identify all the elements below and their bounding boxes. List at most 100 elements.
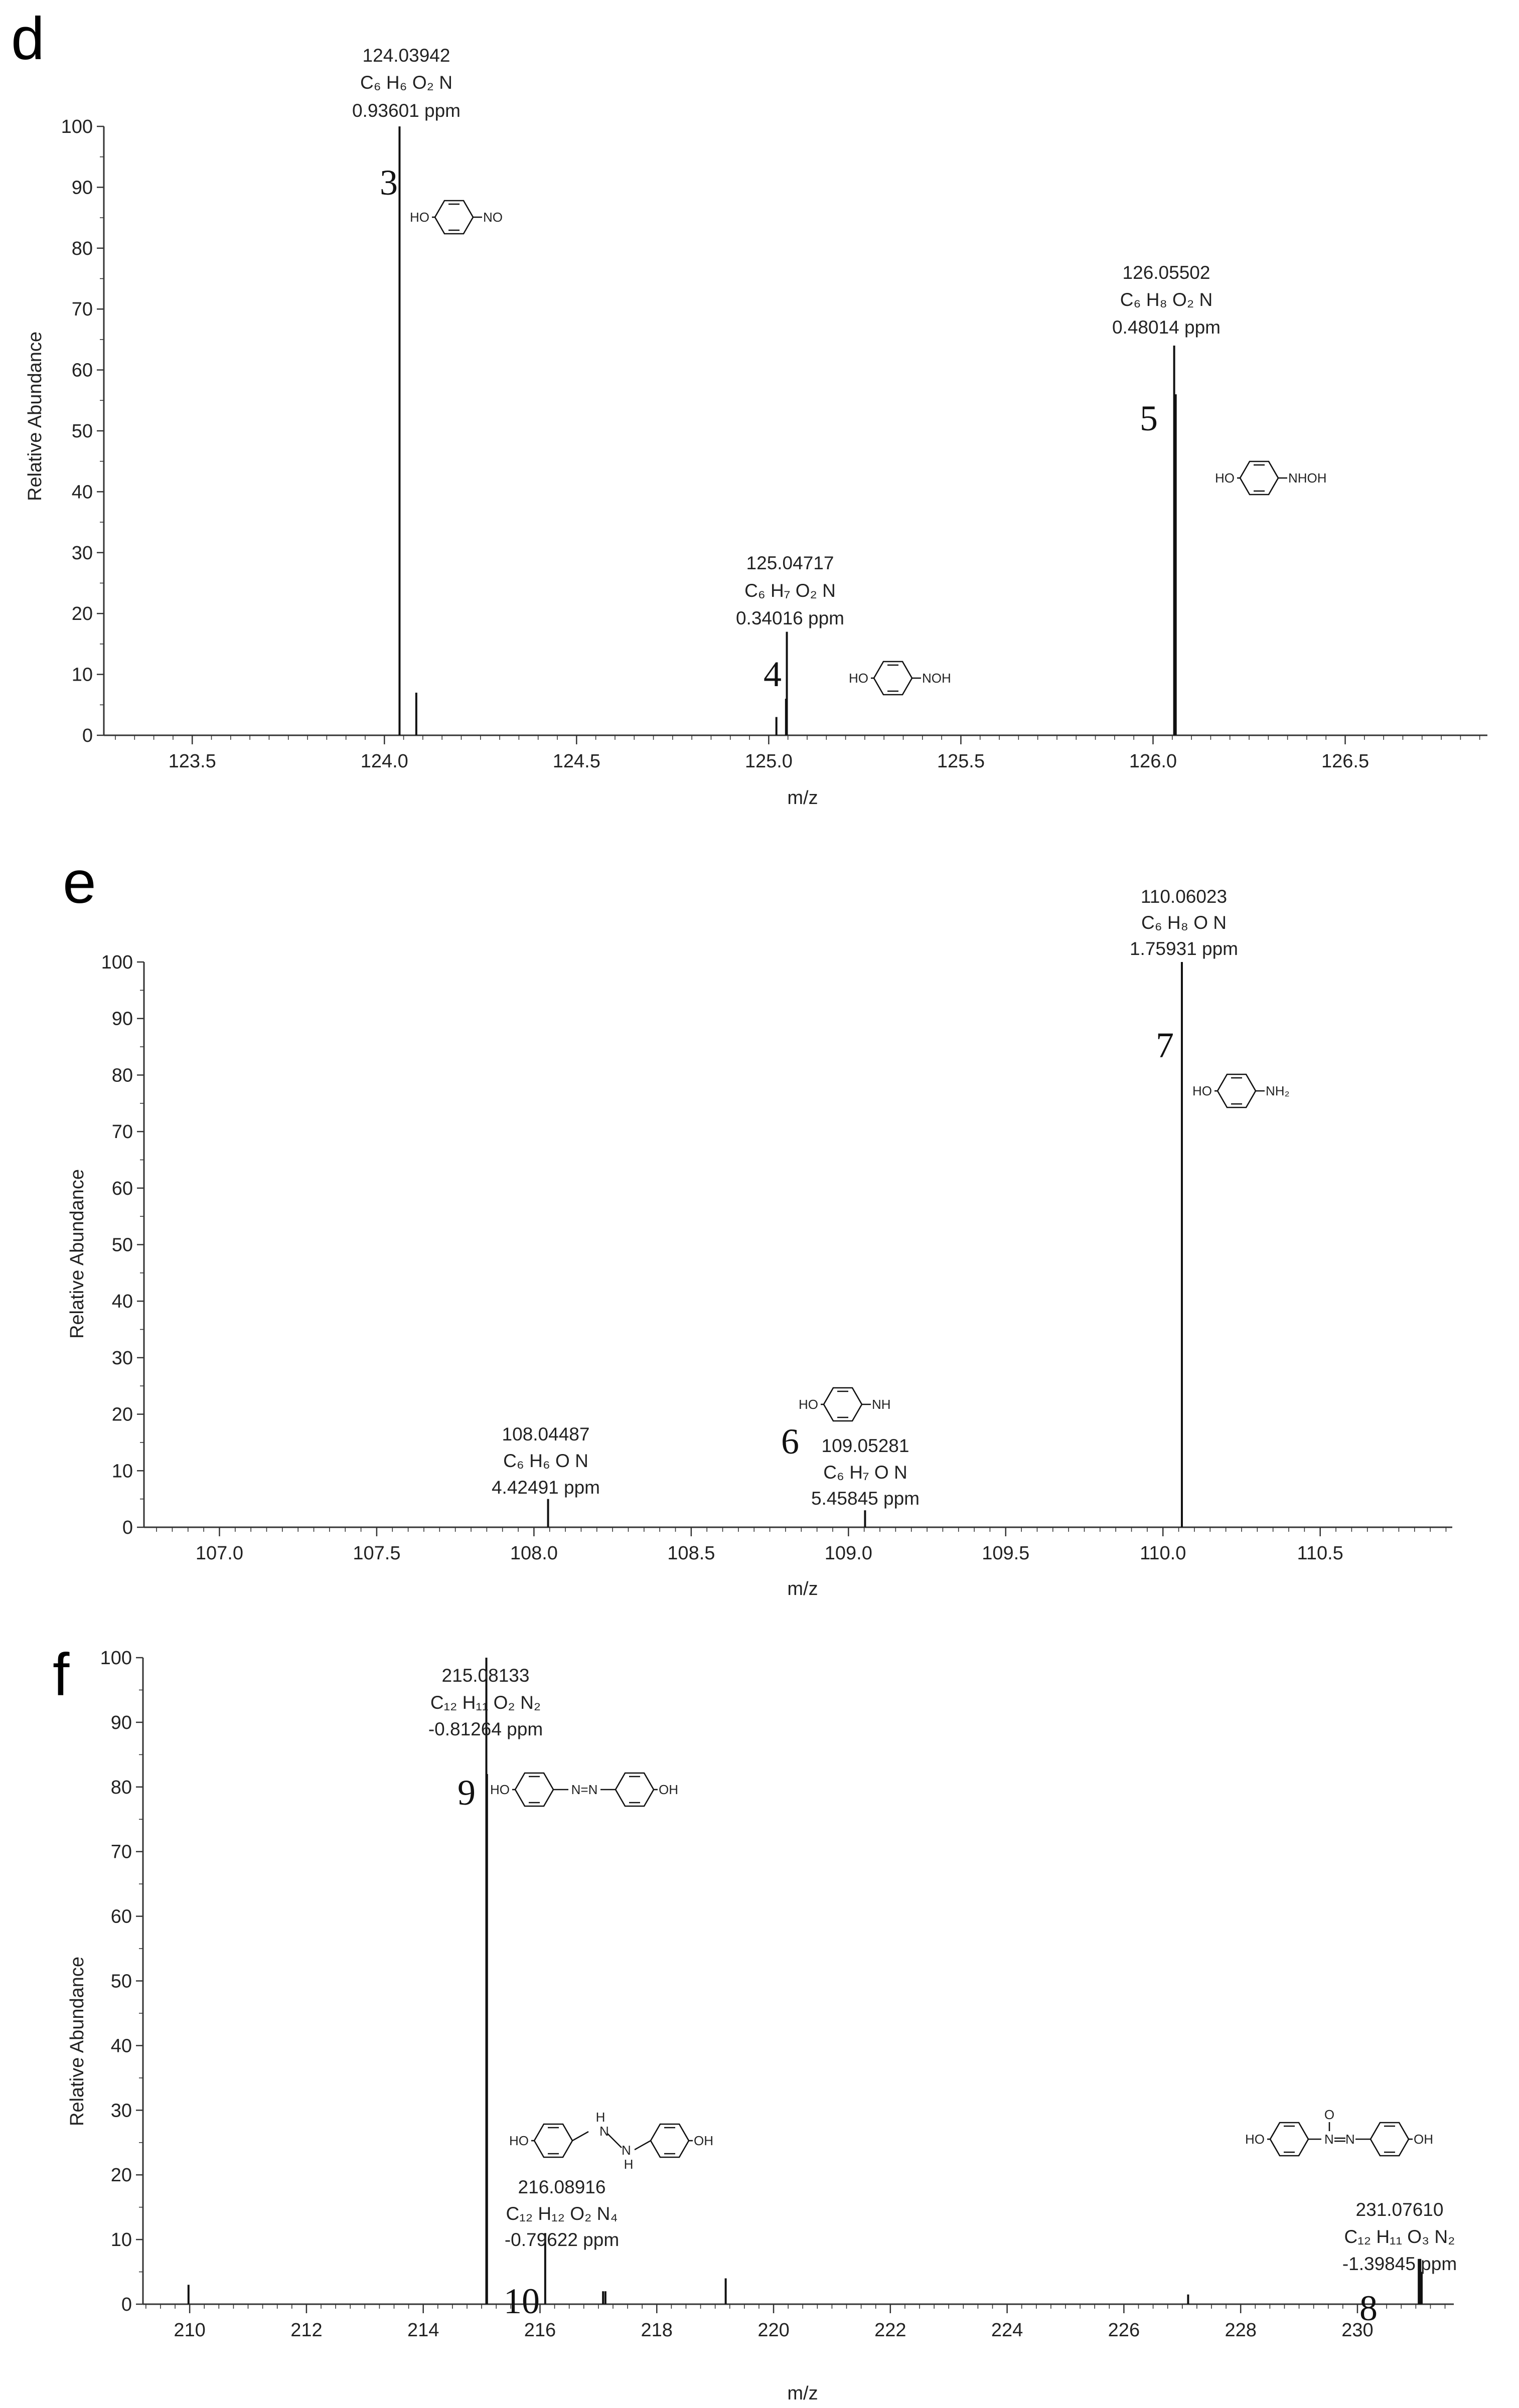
peak-mz: 215.08133 — [442, 1665, 530, 1686]
y-axis-title: Relative Abundance — [25, 332, 46, 501]
y-tick-label: 80 — [112, 1065, 133, 1086]
x-tick-label: 110.5 — [1297, 1543, 1343, 1564]
peak-annotation: 109.05281 C₆ H₇ O N 5.45845 ppm 6 — [781, 1421, 920, 1509]
structure-label-left: HO — [490, 1782, 510, 1797]
x-axis-title: m/z — [787, 2383, 818, 2404]
y-axis-title: Relative Abundance — [67, 1957, 88, 2126]
x-tick-label: 124.5 — [553, 751, 600, 772]
peak-number: 3 — [380, 163, 398, 203]
y-tick-label: 70 — [111, 1842, 132, 1863]
y-axis-title: Relative Abundance — [67, 1169, 88, 1339]
structure-4-hydroxylaminophenol: HO NHOH — [1215, 460, 1327, 496]
x-tick-label: 218 — [641, 2320, 673, 2341]
peak-mz: 231.07610 — [1356, 2199, 1444, 2220]
y-tick-label: 50 — [111, 1971, 132, 1992]
y-tick-label: 90 — [112, 1009, 133, 1030]
y-tick-label: 50 — [112, 1235, 133, 1256]
panel-d: d Relative Abundance m/z 0 10 20 30 40 50 60 70… — [11, 5, 1487, 809]
y-tick-label: 20 — [111, 2165, 132, 2186]
x-tick-label: 109.5 — [982, 1543, 1029, 1564]
y-tick-label: 0 — [121, 2294, 132, 2315]
y-tick-label: 70 — [72, 299, 93, 320]
y-tick-label: 50 — [72, 421, 93, 442]
panel-label: f — [53, 1641, 70, 1708]
peak-mz: 125.04717 — [746, 553, 834, 573]
y-tick-label: 10 — [72, 665, 93, 686]
structure-label-left: HO — [509, 2133, 529, 2148]
peak-formula: C₆ H₆ O₂ N — [360, 72, 452, 93]
structure-azoxy-n: N — [1324, 2132, 1334, 2147]
y-tick-label: 60 — [112, 1178, 133, 1199]
x-tick-label: 125.5 — [937, 751, 985, 772]
structure-label-left: HO — [1192, 1083, 1212, 1098]
x-tick-label: 222 — [874, 2320, 906, 2341]
peak-ppm: 0.93601 ppm — [352, 100, 461, 121]
peak-formula: C₁₂ H₁₁ O₃ N₂ — [1344, 2226, 1455, 2247]
peak-number: 9 — [458, 1773, 476, 1813]
peak-number: 6 — [781, 1421, 799, 1462]
peak-mz: 109.05281 — [822, 1435, 909, 1456]
y-tick-label: 20 — [112, 1404, 133, 1425]
x-tick-label: 107.0 — [196, 1543, 243, 1564]
peak-formula: C₁₂ H₁₁ O₂ N₂ — [430, 1692, 541, 1713]
peak-formula: C₆ H₇ O N — [823, 1462, 907, 1483]
peak-annotation: 216.08916 C₁₂ H₁₂ O₂ N₄ -0.79622 ppm 10 — [504, 2177, 619, 2321]
y-tick-label: 100 — [101, 952, 133, 973]
peak-annotation: 110.06023 C₆ H₈ O N 1.75931 ppm 7 — [1130, 886, 1238, 1065]
x-tick-label: 108.5 — [667, 1543, 715, 1564]
peak-annotation: 108.04487 C₆ H₆ O N 4.42491 ppm — [492, 1424, 600, 1498]
peak-formula: C₆ H₈ O N — [1141, 912, 1227, 933]
structure-dihydroxyazoxybenzene: HO O N N OH — [1245, 2107, 1433, 2157]
plot-area: 0 10 20 30 40 50 60 70 80 90 100 107.0 107.5 108.0 108… — [101, 952, 1452, 1564]
peak-number: 5 — [1140, 398, 1158, 438]
structure-hydrazobenzene: HO H N N H OH — [509, 2110, 713, 2172]
peak-annotation: 215.08133 C₁₂ H₁₁ O₂ N₂ -0.81264 ppm 9 — [428, 1665, 543, 1813]
structure-label-top: O — [1324, 2107, 1334, 2122]
y-tick-label: 60 — [111, 1906, 132, 1928]
structure-label-left: HO — [849, 671, 868, 686]
structure-4-iminophenol: HO NH — [799, 1387, 891, 1422]
peak-mz: 216.08916 — [518, 2177, 606, 2197]
x-axis-title: m/z — [787, 1578, 818, 1599]
x-tick-label: 210 — [174, 2320, 205, 2341]
structure-label-right: NHOH — [1288, 470, 1327, 486]
x-tick-label: 110.0 — [1140, 1543, 1186, 1564]
y-tick-label: 100 — [61, 116, 93, 137]
structure-label-right: NO — [483, 210, 503, 225]
y-tick-label: 40 — [112, 1291, 133, 1312]
structure-label-right: NOH — [922, 671, 951, 686]
panel-e: e Relative Abundance m/z 0 10 20 30 40 50 60 70… — [63, 849, 1452, 1599]
x-tick-label: 124.0 — [361, 751, 408, 772]
peak-ppm: 4.42491 ppm — [492, 1477, 600, 1498]
structure-label-left: HO — [1245, 2132, 1265, 2147]
panel-f: f Relative Abundance m/z 0 10 20 30 40 50 60 70… — [53, 1641, 1457, 2404]
y-tick-label: 0 — [122, 1517, 133, 1538]
y-tick-label: 30 — [112, 1348, 133, 1369]
peak-mz: 124.03942 — [363, 45, 450, 66]
x-tick-label: 228 — [1225, 2320, 1256, 2341]
peak-number: 7 — [1156, 1025, 1174, 1065]
x-tick-label: 123.5 — [169, 751, 216, 772]
x-tick-label: 126.0 — [1129, 751, 1177, 772]
peak-formula: C₁₂ H₁₂ O₂ N₄ — [506, 2203, 618, 2224]
x-tick-label: 220 — [757, 2320, 789, 2341]
x-tick-label: 224 — [991, 2320, 1023, 2341]
peak-formula: C₆ H₇ O₂ N — [744, 580, 836, 601]
structure-label-bottom: H — [624, 2157, 634, 2172]
structure-4-nitrosophenol: HO NO — [410, 200, 503, 235]
x-tick-label: 126.5 — [1321, 751, 1369, 772]
structure-nh-n: N — [622, 2143, 631, 2158]
peak-ppm: 0.34016 ppm — [736, 608, 844, 628]
peak-annotation: 231.07610 C₁₂ H₁₁ O₃ N₂ -1.39845 ppm 8 — [1342, 2199, 1457, 2328]
peak-annotation: 126.05502 C₆ H₈ O₂ N 0.48014 ppm 5 — [1112, 262, 1221, 438]
structure-dihydroxyazobenzene: HO N=N OH — [490, 1772, 678, 1807]
peak-number: 4 — [764, 654, 782, 694]
peak-number: 10 — [504, 2281, 540, 2321]
y-tick-label: 80 — [111, 1777, 132, 1798]
y-tick-label: 30 — [111, 2100, 132, 2121]
structure-label-left: HO — [410, 210, 429, 225]
x-tick-label: 214 — [407, 2320, 439, 2341]
y-tick-label: 30 — [72, 543, 93, 564]
peak-ppm: -1.39845 ppm — [1342, 2254, 1457, 2274]
peak-annotation: 125.04717 C₆ H₇ O₂ N 0.34016 ppm 4 — [736, 553, 844, 694]
